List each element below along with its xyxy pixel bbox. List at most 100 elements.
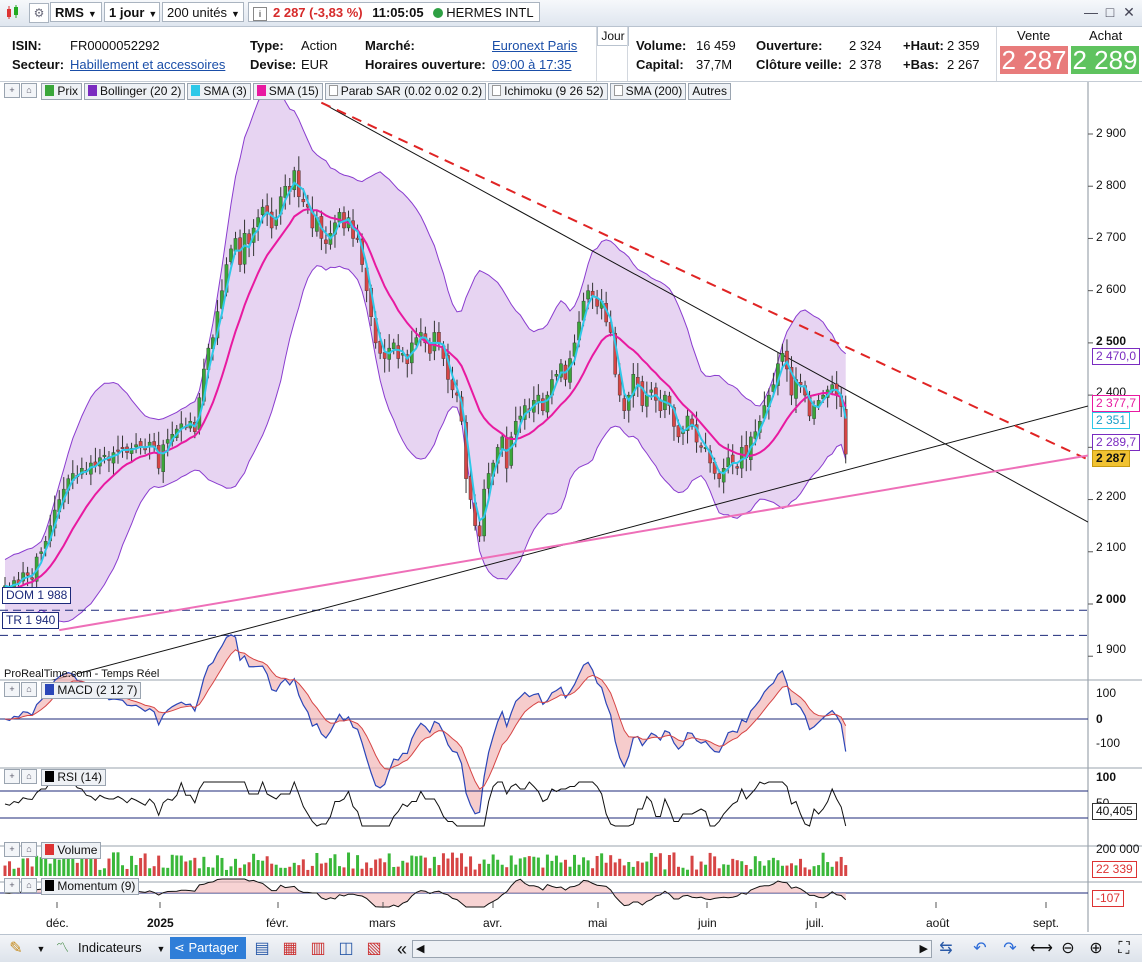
horaires-link[interactable]: 09:00 à 17:35 (492, 57, 572, 72)
units-select[interactable]: 200 unités ▼ (162, 2, 244, 22)
chevron-down-icon[interactable]: ▼ (36, 944, 46, 954)
plus-icon[interactable]: + (4, 878, 20, 893)
candle-body (586, 290, 590, 300)
sma3-swatch (191, 85, 201, 96)
chart-type-icon[interactable] (5, 4, 21, 20)
fullscreen-icon[interactable]: ⛶ (1118, 940, 1130, 957)
autres-button[interactable]: Autres (688, 83, 731, 100)
secteur-link[interactable]: Habillement et accessoires (70, 57, 226, 72)
candle-body (292, 170, 297, 191)
home-icon[interactable]: ⌂ (21, 842, 37, 857)
x-label-mai: mai (588, 916, 608, 930)
indicator-sma3[interactable]: SMA (3) (187, 83, 251, 100)
indicator-bollinger[interactable]: Bollinger (20 2) (84, 83, 186, 100)
moving-averages (4, 181, 847, 595)
plus-icon[interactable]: + (4, 83, 20, 98)
bars-icon[interactable]: ▥ (310, 940, 326, 957)
comment-icon[interactable]: ▤ (254, 940, 270, 957)
indicator-momentum[interactable]: Momentum (9) (41, 878, 140, 895)
volume-bar (383, 862, 387, 876)
indicator-prix[interactable]: Prix (41, 83, 83, 100)
home-icon[interactable]: ⌂ (21, 682, 37, 697)
volume-bar (554, 855, 558, 876)
bollinger-swatch (88, 85, 98, 96)
zoom-in-icon[interactable]: ⊕ (1089, 940, 1103, 957)
table-icon[interactable]: ▦ (282, 940, 298, 957)
indicator-rsi[interactable]: RSI (14) (41, 769, 107, 786)
volume-bar (600, 853, 604, 876)
volume-bar (80, 854, 84, 876)
candle (80, 457, 84, 479)
home-icon[interactable]: ⌂ (21, 769, 37, 784)
marche-link[interactable]: Euronext Paris (492, 38, 578, 53)
plus-icon[interactable]: + (4, 682, 20, 697)
window-icon[interactable]: ◫ (338, 940, 354, 957)
fit-width-icon[interactable]: ⟷ (1030, 940, 1053, 957)
indicator-macd[interactable]: MACD (2 12 7) (41, 682, 142, 699)
chevron-down-icon[interactable]: ▼ (156, 944, 166, 954)
interval-select[interactable]: 1 jour ▼ (104, 2, 160, 22)
redo-icon[interactable]: ↷ (1003, 940, 1017, 957)
scroll-left-icon[interactable]: ◀ (416, 943, 425, 955)
minimize-icon[interactable]: — (1084, 4, 1098, 20)
ticker-select[interactable]: RMS ▼ (50, 2, 102, 22)
candle-body (437, 332, 441, 344)
candle (396, 334, 401, 369)
info-icon[interactable]: i (253, 7, 267, 21)
zoom-out-icon[interactable]: ⊖ (1061, 940, 1075, 957)
time-scrollbar[interactable]: ◀ ▶ (412, 940, 932, 958)
undo-icon[interactable]: ↶ (973, 940, 987, 957)
bas-label: +Bas: (903, 57, 939, 72)
y-tick-2700: 2 700 (1096, 230, 1127, 244)
home-icon[interactable]: ⌂ (21, 83, 37, 98)
maximize-icon[interactable]: □ (1105, 4, 1115, 20)
replay-icon[interactable]: ⇆ (939, 940, 953, 957)
x-label-2025: 2025 (147, 916, 174, 930)
achat-button[interactable]: 2 289 (1071, 45, 1139, 75)
price-chart[interactable] (0, 82, 1142, 934)
volume-bar (455, 857, 459, 876)
volume-bar (206, 867, 210, 876)
volume-bar (582, 857, 586, 876)
candle (283, 174, 288, 210)
last-price-tag: 2 287 (1092, 450, 1131, 467)
candle-body (568, 358, 572, 383)
volume-bar (48, 863, 52, 876)
candle (780, 343, 785, 369)
macd-tick-100: 100 (1096, 686, 1117, 700)
rewind-icon[interactable]: « (396, 939, 407, 959)
volume-bar (532, 856, 536, 876)
candle (21, 561, 25, 586)
candle-body (699, 445, 703, 448)
volume-bar (568, 866, 572, 876)
indicateurs-button[interactable]: 〽 Indicateurs (56, 938, 152, 958)
candle-body (486, 473, 491, 489)
settings-icon[interactable]: ⚙ (29, 3, 49, 23)
indicator-volume[interactable]: Volume (41, 842, 102, 859)
volume-bar (356, 855, 360, 876)
draw-tool-icon[interactable]: ✎ (9, 940, 23, 957)
candle-body (256, 217, 260, 227)
status-dot-icon (433, 8, 444, 18)
indicator-ichimoku[interactable]: Ichimoku (9 26 52) (488, 83, 608, 100)
tab-jour[interactable]: Jour (597, 27, 629, 46)
volume-bar (365, 862, 369, 876)
volume-tag: 22 339 (1092, 861, 1137, 878)
close-icon[interactable]: ✕ (1123, 4, 1135, 20)
compare-icon[interactable]: ▧ (366, 940, 382, 957)
volume-bar (663, 869, 667, 876)
x-label-aout: août (926, 916, 950, 930)
indicator-sma15[interactable]: SMA (15) (252, 83, 323, 100)
achat-label: Achat (1089, 28, 1123, 43)
partager-button[interactable]: ⋖ Partager (170, 937, 246, 959)
plus-icon[interactable]: + (4, 842, 20, 857)
vente-button[interactable]: 2 287 (1000, 45, 1068, 75)
plus-icon[interactable]: + (4, 769, 20, 784)
scroll-right-icon[interactable]: ▶ (919, 943, 928, 955)
volume-bar (559, 862, 563, 876)
candle-body (378, 340, 382, 354)
candle-body (165, 439, 170, 444)
indicator-sma200[interactable]: SMA (200) (609, 83, 687, 100)
home-icon[interactable]: ⌂ (21, 878, 37, 893)
indicator-parab-sar[interactable]: Parab SAR (0.02 0.02 0.2) (324, 83, 487, 100)
